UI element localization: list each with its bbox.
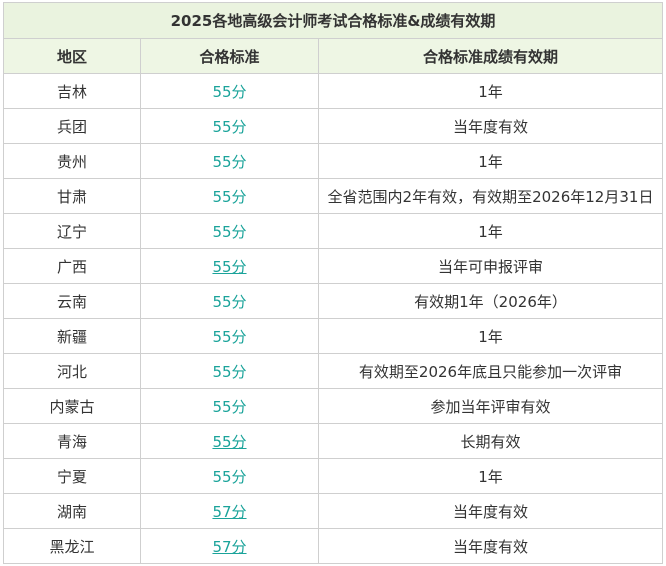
table-row: 兵团 55分 当年度有效: [3, 108, 664, 144]
score-cell: 55分: [140, 458, 319, 494]
table-row: 贵州 55分 1年: [3, 143, 664, 179]
region-cell: 黑龙江: [3, 528, 141, 564]
score-cell[interactable]: 55分: [140, 423, 319, 459]
validity-cell: 1年: [317, 458, 664, 494]
score-cell: 55分: [140, 73, 319, 109]
region-cell: 辽宁: [3, 213, 141, 249]
score-cell[interactable]: 55分: [140, 248, 319, 284]
score-cell: 55分: [140, 388, 319, 424]
region-cell: 云南: [3, 283, 141, 319]
table-row: 湖南 57分 当年度有效: [3, 493, 664, 529]
region-cell: 内蒙古: [3, 388, 141, 424]
validity-cell: 长期有效: [317, 423, 664, 459]
region-cell: 贵州: [3, 143, 141, 179]
table-row: 云南 55分 有效期1年（2026年）: [3, 283, 664, 319]
validity-cell: 1年: [317, 73, 664, 109]
region-cell: 甘肃: [3, 178, 141, 214]
header-row: 地区 合格标准 合格标准成绩有效期: [3, 38, 664, 74]
table-row: 辽宁 55分 1年: [3, 213, 664, 249]
table-row: 内蒙古 55分 参加当年评审有效: [3, 388, 664, 424]
region-cell: 湖南: [3, 493, 141, 529]
table-title: 2025各地高级会计师考试合格标准&成绩有效期: [2, 2, 664, 39]
score-cell: 55分: [140, 108, 319, 144]
table-row: 宁夏 55分 1年: [3, 458, 664, 494]
validity-cell: 当年度有效: [317, 528, 664, 564]
region-cell: 吉林: [3, 73, 141, 109]
region-cell: 青海: [3, 423, 141, 459]
validity-cell: 当年可申报评审: [317, 248, 664, 284]
validity-cell: 当年度有效: [317, 493, 664, 529]
validity-cell: 全省范围内2年有效，有效期至2026年12月31日: [317, 178, 664, 214]
score-cell: 55分: [140, 318, 319, 354]
score-cell: 55分: [140, 143, 319, 179]
header-cell: 地区: [3, 38, 141, 74]
table-row: 新疆 55分 1年: [3, 318, 664, 354]
score-cell[interactable]: 57分: [140, 493, 319, 529]
score-cell: 55分: [140, 213, 319, 249]
table-body: 吉林 55分 1年 兵团 55分 当年度有效 贵州 55分 1年 甘肃 55分 全省范围内2年有效，有…: [3, 73, 664, 564]
validity-cell: 有效期至2026年底且只能参加一次评审: [317, 353, 664, 389]
validity-cell: 参加当年评审有效: [317, 388, 664, 424]
region-cell: 河北: [3, 353, 141, 389]
region-cell: 广西: [3, 248, 141, 284]
table-row: 河北 55分 有效期至2026年底且只能参加一次评审: [3, 353, 664, 389]
table-row: 甘肃 55分 全省范围内2年有效，有效期至2026年12月31日: [3, 178, 664, 214]
table-row: 吉林 55分 1年: [3, 73, 664, 109]
table-row: 黑龙江 57分 当年度有效: [3, 528, 664, 564]
score-cell: 55分: [140, 353, 319, 389]
title-row: 2025各地高级会计师考试合格标准&成绩有效期: [2, 2, 664, 39]
table-row: 青海 55分 长期有效: [3, 423, 664, 459]
score-cell: 55分: [140, 283, 319, 319]
header-cell: 合格标准: [140, 38, 319, 74]
validity-cell: 1年: [317, 318, 664, 354]
score-cell[interactable]: 57分: [140, 528, 319, 564]
table-row: 广西 55分 当年可申报评审: [3, 248, 664, 284]
region-cell: 新疆: [3, 318, 141, 354]
validity-cell: 有效期1年（2026年）: [317, 283, 664, 319]
validity-cell: 1年: [317, 213, 664, 249]
region-cell: 宁夏: [3, 458, 141, 494]
region-cell: 兵团: [3, 108, 141, 144]
header-cell: 合格标准成绩有效期: [317, 38, 664, 74]
validity-cell: 1年: [317, 143, 664, 179]
validity-cell: 当年度有效: [317, 108, 664, 144]
score-cell: 55分: [140, 178, 319, 214]
